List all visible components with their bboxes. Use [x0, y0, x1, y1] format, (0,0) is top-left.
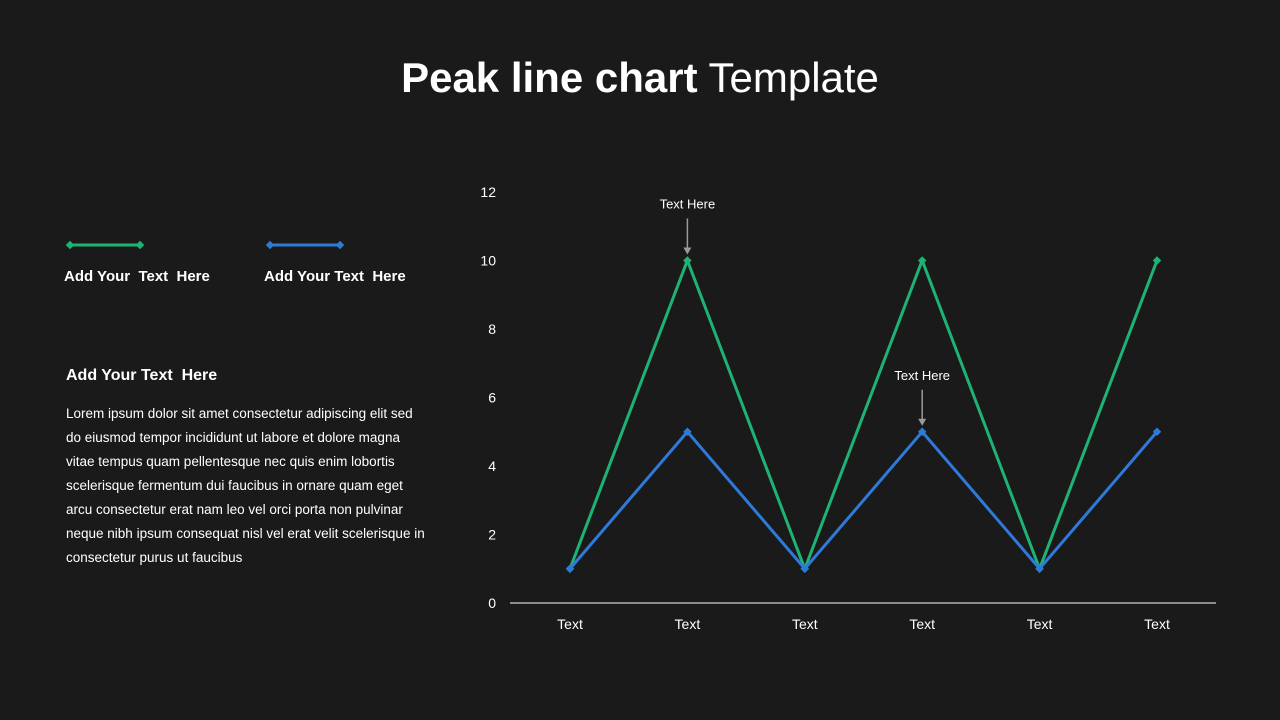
y-tick-label-3: 6 — [488, 390, 496, 406]
series-1-point-5 — [1152, 427, 1162, 436]
x-tick-label-2: Text — [792, 616, 818, 632]
annotation-arrow-head-0 — [683, 247, 692, 255]
y-tick-label-6: 12 — [480, 184, 496, 200]
series-line-1 — [568, 429, 1159, 572]
x-tick-label-5: Text — [1144, 616, 1170, 632]
y-tick-label-4: 8 — [488, 321, 496, 337]
x-tick-label-3: Text — [909, 616, 935, 632]
legend-label-green: Add Your Text Here — [64, 268, 210, 285]
legend-label-blue: Add Your Text Here — [264, 268, 406, 285]
body-paragraph: Lorem ipsum dolor sit amet consectetur a… — [66, 406, 425, 565]
series-0-point-5 — [1152, 256, 1162, 265]
page-title-bold: Peak line chart — [401, 54, 698, 101]
legend-swatch-green — [65, 240, 145, 250]
y-tick-label-5: 10 — [480, 253, 496, 269]
page-title: Peak line chart Template — [0, 52, 1280, 104]
series-1-point-3 — [917, 427, 927, 436]
annotation-label-0: Text Here — [660, 197, 716, 212]
series-0-point-3 — [917, 256, 927, 265]
annotation-label-1: Text Here — [894, 368, 950, 383]
legend-item-green: Add Your Text Here — [64, 236, 244, 285]
legend-item-blue: Add Your Text Here — [264, 236, 444, 285]
legend-swatch-blue — [265, 240, 345, 250]
body-heading: Add Your Text Here — [66, 367, 218, 384]
x-tick-label-0: Text — [557, 616, 583, 632]
series-1-point-1 — [683, 427, 692, 436]
annotation-arrow-head-1 — [918, 418, 927, 426]
series-line-0 — [568, 256, 1159, 573]
peak-line-chart: 0 2 4 6 8 10 12 Text Text Text Text Text Text Text He… — [480, 184, 1216, 632]
x-tick-label-1: Text — [675, 616, 701, 632]
y-tick-label-2: 4 — [488, 458, 496, 474]
y-tick-label-1: 2 — [488, 527, 496, 543]
series-0-point-1 — [683, 256, 692, 265]
x-tick-label-4: Text — [1027, 616, 1053, 632]
page-title-light: Template — [708, 54, 879, 101]
y-tick-label-0: 0 — [488, 595, 496, 611]
